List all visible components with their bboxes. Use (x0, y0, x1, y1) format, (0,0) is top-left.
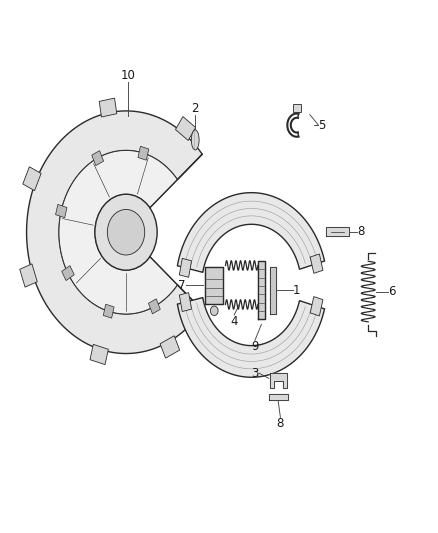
Polygon shape (293, 104, 301, 112)
Polygon shape (310, 254, 323, 273)
Polygon shape (179, 259, 191, 277)
Text: 8: 8 (357, 225, 365, 238)
Polygon shape (310, 296, 323, 316)
Polygon shape (177, 297, 325, 377)
Circle shape (107, 209, 145, 255)
Polygon shape (148, 299, 160, 314)
Circle shape (95, 194, 157, 270)
Polygon shape (90, 344, 108, 365)
Ellipse shape (191, 130, 199, 150)
Text: 3: 3 (251, 367, 259, 379)
Polygon shape (59, 150, 177, 314)
Polygon shape (179, 293, 191, 311)
Polygon shape (177, 192, 325, 272)
Text: 5: 5 (318, 119, 326, 132)
Polygon shape (160, 336, 180, 358)
Polygon shape (326, 228, 349, 236)
Polygon shape (99, 98, 117, 117)
Polygon shape (20, 264, 37, 287)
Text: 2: 2 (191, 102, 199, 115)
Polygon shape (270, 266, 276, 314)
Polygon shape (205, 266, 223, 304)
Polygon shape (92, 151, 104, 166)
Text: 4: 4 (230, 315, 238, 328)
Circle shape (210, 306, 218, 316)
Polygon shape (258, 261, 265, 319)
Text: 9: 9 (251, 341, 259, 353)
Polygon shape (176, 117, 196, 141)
Polygon shape (103, 304, 114, 318)
Polygon shape (56, 205, 67, 217)
Text: 6: 6 (388, 285, 395, 298)
Polygon shape (270, 373, 287, 388)
Polygon shape (27, 111, 202, 353)
Polygon shape (138, 146, 149, 160)
Text: 7: 7 (178, 279, 186, 292)
Polygon shape (269, 394, 288, 400)
Text: 8: 8 (277, 417, 284, 430)
Text: 1: 1 (293, 284, 300, 297)
Polygon shape (62, 265, 74, 280)
Polygon shape (23, 167, 41, 191)
Text: 10: 10 (121, 69, 136, 82)
